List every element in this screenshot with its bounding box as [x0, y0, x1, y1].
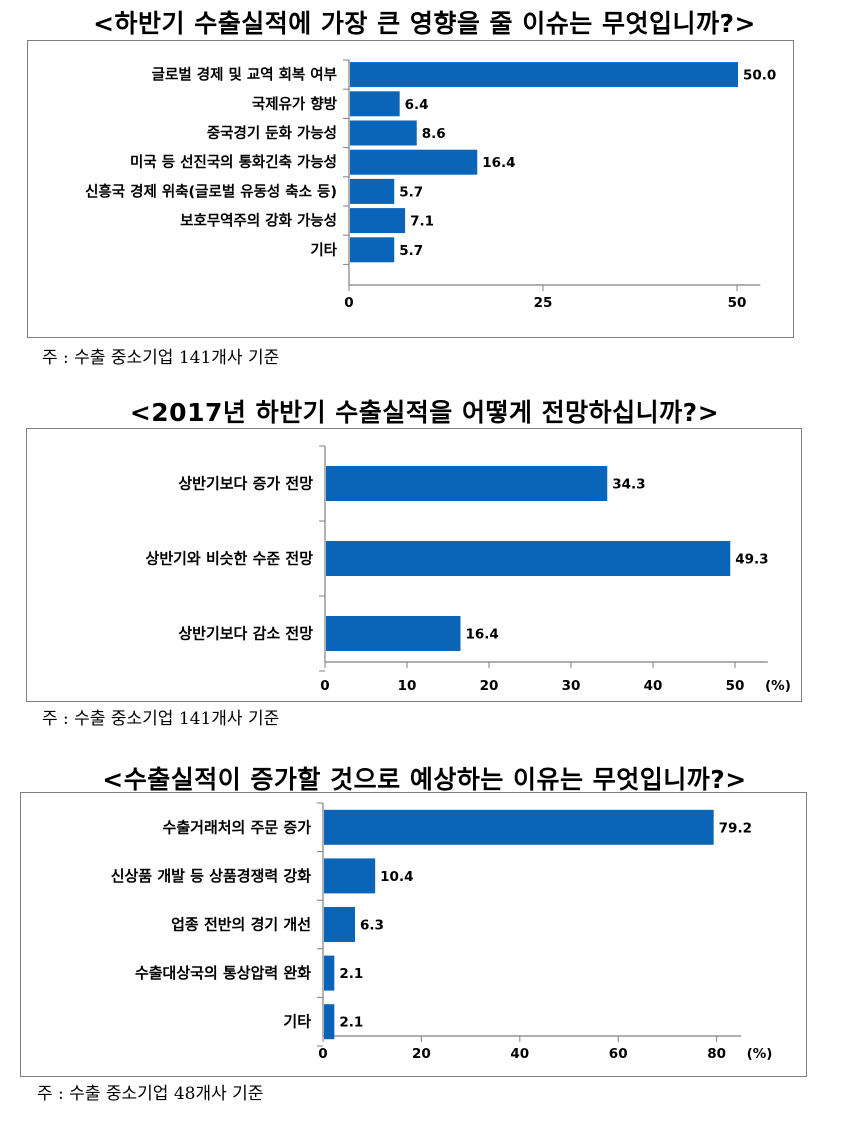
- chart-1-x-tick-label: 25: [534, 295, 553, 311]
- chart-3-bar: [324, 809, 714, 845]
- chart-1-bar: [350, 91, 400, 117]
- chart-1-category-label: 미국 등 선진국의 통화긴축 가능성: [130, 153, 337, 171]
- chart-1-category-label: 보호무역주의 강화 가능성: [180, 212, 337, 230]
- chart-1-title: <하반기 수출실적에 가장 큰 영향을 줄 이슈는 무엇입니까?>: [93, 9, 756, 38]
- chart-3-value-label: 10.4: [380, 869, 413, 885]
- chart-2-category-label: 상반기보다 감소 전망: [178, 625, 313, 643]
- chart-2-x-tick-label: 50: [726, 678, 745, 694]
- chart-1-x-tick-label: 50: [728, 295, 747, 311]
- chart-1-note: 주 : 수출 중소기업 141개사 기준: [42, 348, 280, 368]
- chart-1-value-label: 8.6: [422, 126, 446, 142]
- chart-1-value-label: 50.0: [743, 68, 776, 84]
- chart-3-category-label: 신상품 개발 등 상품경쟁력 강화: [111, 867, 311, 885]
- chart-1-frame: [27, 40, 794, 338]
- chart-1-x-tick-label: 0: [344, 295, 353, 311]
- chart-3-bar: [324, 907, 355, 942]
- chart-1-bar: [350, 149, 478, 175]
- chart-1-value-label: 7.1: [410, 214, 434, 230]
- chart-3-value-label: 2.1: [339, 1015, 363, 1031]
- chart-2-x-tick-label: 30: [562, 678, 581, 694]
- chart-3-bar: [324, 955, 335, 991]
- chart-3-x-tick-label: 40: [510, 1046, 529, 1062]
- chart-2-note: 주 : 수출 중소기업 141개사 기준: [42, 709, 280, 729]
- chart-1-bar: [350, 120, 417, 146]
- chart-1-category-label: 신흥국 경제 위축(글로벌 유동성 축소 등): [85, 182, 337, 200]
- chart-3-bar: [324, 1004, 335, 1040]
- chart-1-category-label: 국제유가 향방: [252, 95, 338, 113]
- chart-1-bar: [350, 178, 395, 204]
- chart-3-bar: [324, 858, 376, 894]
- chart-2-x-tick-label: 40: [644, 678, 663, 694]
- chart-3-category-label: 수출대상국의 통상압력 완화: [135, 964, 311, 982]
- chart-3-x-tick-label: 20: [412, 1046, 431, 1062]
- chart-3-category-label: 기타: [283, 1013, 311, 1031]
- chart-2-x-tick-label: 0: [320, 678, 329, 694]
- chart-2-value-label: 34.3: [612, 477, 645, 493]
- chart-2-bar: [326, 616, 461, 651]
- chart-2-value-label: 49.3: [735, 552, 768, 568]
- chart-1-bar: [350, 208, 406, 234]
- chart-3-value-label: 2.1: [339, 966, 363, 982]
- chart-2-x-tick-label: 10: [398, 678, 417, 694]
- chart-3-value-label: 79.2: [719, 820, 752, 836]
- chart-1-category-label: 중국경기 둔화 가능성: [207, 124, 337, 142]
- chart-2-x-unit: (%): [765, 678, 791, 694]
- chart-3-title: <수출실적이 증가할 것으로 예상하는 이유는 무엇입니까?>: [102, 765, 747, 794]
- chart-3-x-tick-label: 60: [609, 1046, 628, 1062]
- chart-2-x-tick-label: 20: [480, 678, 499, 694]
- chart-1-value-label: 5.7: [399, 243, 423, 259]
- chart-3-category-label: 업종 전반의 경기 개선: [171, 916, 311, 934]
- chart-1-bar: [350, 62, 738, 88]
- chart-2-title: <2017년 하반기 수출실적을 어떻게 전망하십니까?>: [129, 398, 720, 427]
- chart-1-value-label: 16.4: [482, 155, 515, 171]
- chart-2-category-label: 상반기와 비슷한 수준 전망: [146, 550, 314, 568]
- chart-3-x-tick-label: 80: [707, 1046, 726, 1062]
- chart-3-category-label: 수출거래처의 주문 증가: [163, 818, 312, 836]
- chart-2-bar: [326, 541, 731, 576]
- chart-2-value-label: 16.4: [465, 627, 498, 643]
- chart-2-bar: [326, 466, 608, 501]
- chart-2-category-label: 상반기보다 증가 전망: [178, 475, 313, 493]
- chart-1-bar: [350, 237, 395, 263]
- chart-3-x-unit: (%): [747, 1046, 773, 1062]
- chart-1-value-label: 6.4: [405, 97, 429, 113]
- chart-1-category-label: 글로벌 경제 및 교역 회복 여부: [152, 66, 337, 84]
- chart-3-x-tick-label: 0: [318, 1046, 327, 1062]
- chart-1-value-label: 5.7: [399, 184, 423, 200]
- chart-1-category-label: 기타: [310, 242, 337, 259]
- chart-3-value-label: 6.3: [360, 918, 384, 934]
- chart-3-note: 주 : 수출 중소기업 48개사 기준: [37, 1084, 264, 1104]
